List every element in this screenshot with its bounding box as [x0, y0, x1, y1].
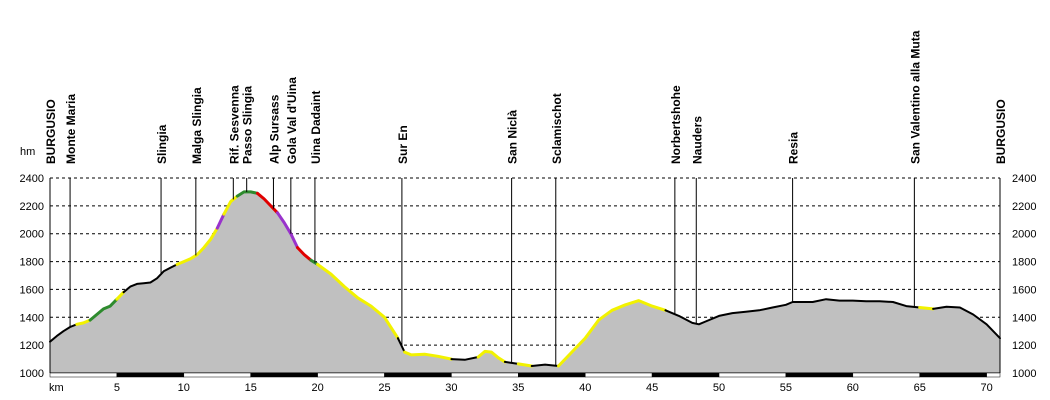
y-tick-label-right: 1400: [1012, 312, 1036, 324]
profile-segment-purple: [276, 211, 299, 250]
x-tick-label: 30: [445, 382, 457, 394]
place-label: Rif. Sesvenna: [227, 85, 241, 164]
profile-segment-black: [932, 305, 1001, 340]
km-scale-block: [183, 372, 251, 378]
km-scale-block: [384, 372, 452, 378]
place-label: BURGUSIO: [44, 99, 58, 164]
profile-segment-purple: [215, 212, 226, 230]
km-scale-block: [49, 372, 118, 378]
profile-segment-black: [530, 363, 560, 367]
axes: 1000 1000 1200 1200 1400 1400 1600 1600 1800 1800…: [20, 30, 1037, 394]
km-scale-block: [986, 372, 1001, 378]
place-label: BURGUSIO: [994, 99, 1008, 164]
x-tick-label: 10: [178, 382, 190, 394]
km-scale-block: [852, 372, 920, 378]
profile-segment-black: [49, 323, 78, 343]
y-tick-label-left: 1200: [20, 340, 44, 352]
y-tick-label-right: 2400: [1012, 173, 1036, 185]
place-label: Sclamischot: [550, 93, 564, 164]
y-tick-label-left: 2200: [20, 201, 44, 213]
profile-segment-yellow: [222, 194, 239, 216]
profile-segment-green: [88, 297, 119, 322]
place-label: Malga Slingia: [190, 87, 204, 164]
place-label: Passo Slingia: [241, 86, 255, 164]
y-tick-label-right: 1600: [1012, 284, 1036, 296]
y-tick-label-left: 1600: [20, 284, 44, 296]
profile-segment-yellow: [557, 299, 667, 368]
profile-segment-red: [296, 246, 313, 262]
x-tick-label: 35: [512, 382, 524, 394]
km-scale-block: [451, 372, 519, 378]
x-tick-label: 5: [114, 382, 120, 394]
y-tick-label-left: 1400: [20, 312, 44, 324]
profile-segment-green: [235, 190, 259, 198]
place-label: Uina Dadaint: [309, 91, 323, 164]
km-scale-block: [584, 372, 653, 378]
profile-segment-yellow: [115, 290, 126, 301]
y-tick-label-right: 1200: [1012, 340, 1036, 352]
profile-segment-black: [664, 298, 921, 326]
y-tick-label-left: 2000: [20, 229, 44, 241]
x-unit-label: km: [49, 382, 64, 394]
x-tick-label: 15: [245, 382, 257, 394]
x-tick-label: 55: [780, 382, 792, 394]
x-tick-label: 60: [847, 382, 859, 394]
profile-segment-black: [450, 356, 480, 361]
place-label: San Niclà: [506, 110, 520, 164]
km-scale-block: [250, 372, 318, 378]
elevation-area: [50, 191, 1000, 373]
profile-segment-red: [255, 191, 279, 215]
km-scale-block: [317, 372, 385, 378]
profile-segment-yellow: [316, 262, 400, 340]
x-tick-label: 50: [713, 382, 725, 394]
y-tick-label-left: 1800: [20, 257, 44, 269]
km-scale-block: [718, 372, 787, 378]
profile-segments: [49, 190, 1001, 368]
x-tick-label: 70: [980, 382, 992, 394]
y-tick-label-left: 1000: [20, 368, 44, 380]
y-tick-label-right: 2200: [1012, 201, 1036, 213]
km-scale-block: [116, 372, 185, 378]
y-unit-label-left: hm: [20, 146, 35, 158]
place-label: Monte Maria: [64, 94, 78, 164]
y-tick-label-right: 1000: [1012, 368, 1036, 380]
place-label: Nauders: [690, 116, 704, 164]
place-label: Sur En: [396, 125, 410, 164]
x-tick-label: 65: [914, 382, 926, 394]
x-tick-label: 20: [311, 382, 323, 394]
km-scale-block: [651, 372, 720, 378]
place-label: Resia: [787, 132, 801, 164]
place-label: Slingia: [155, 124, 169, 164]
profile-segment-yellow: [403, 350, 453, 361]
profile-segment-yellow: [476, 349, 507, 364]
profile-segment-black: [396, 337, 406, 354]
profile-segment-black: [122, 263, 179, 294]
km-scale-block: [919, 372, 987, 378]
place-label: Norbertshohe: [669, 85, 683, 164]
x-tick-label: 45: [646, 382, 658, 394]
profile-segment-yellow: [918, 306, 935, 311]
y-tick-label-right: 1800: [1012, 257, 1036, 269]
y-tick-label-right: 2000: [1012, 229, 1036, 241]
place-label: San Valentino alla Muta: [908, 30, 922, 164]
profile-segment-yellow: [516, 362, 534, 368]
place-label: Gola Val d'Uina: [285, 77, 299, 164]
profile-segment-yellow: [75, 318, 92, 326]
km-scale-block: [785, 372, 854, 378]
y-tick-label-left: 2400: [20, 173, 44, 185]
place-label: Alp Sursass: [267, 94, 281, 164]
km-scale-block: [518, 372, 586, 378]
x-tick-label: 25: [378, 382, 390, 394]
profile-segment-yellow: [175, 226, 219, 266]
x-tick-label: 40: [579, 382, 591, 394]
place-markers: [69, 178, 915, 366]
